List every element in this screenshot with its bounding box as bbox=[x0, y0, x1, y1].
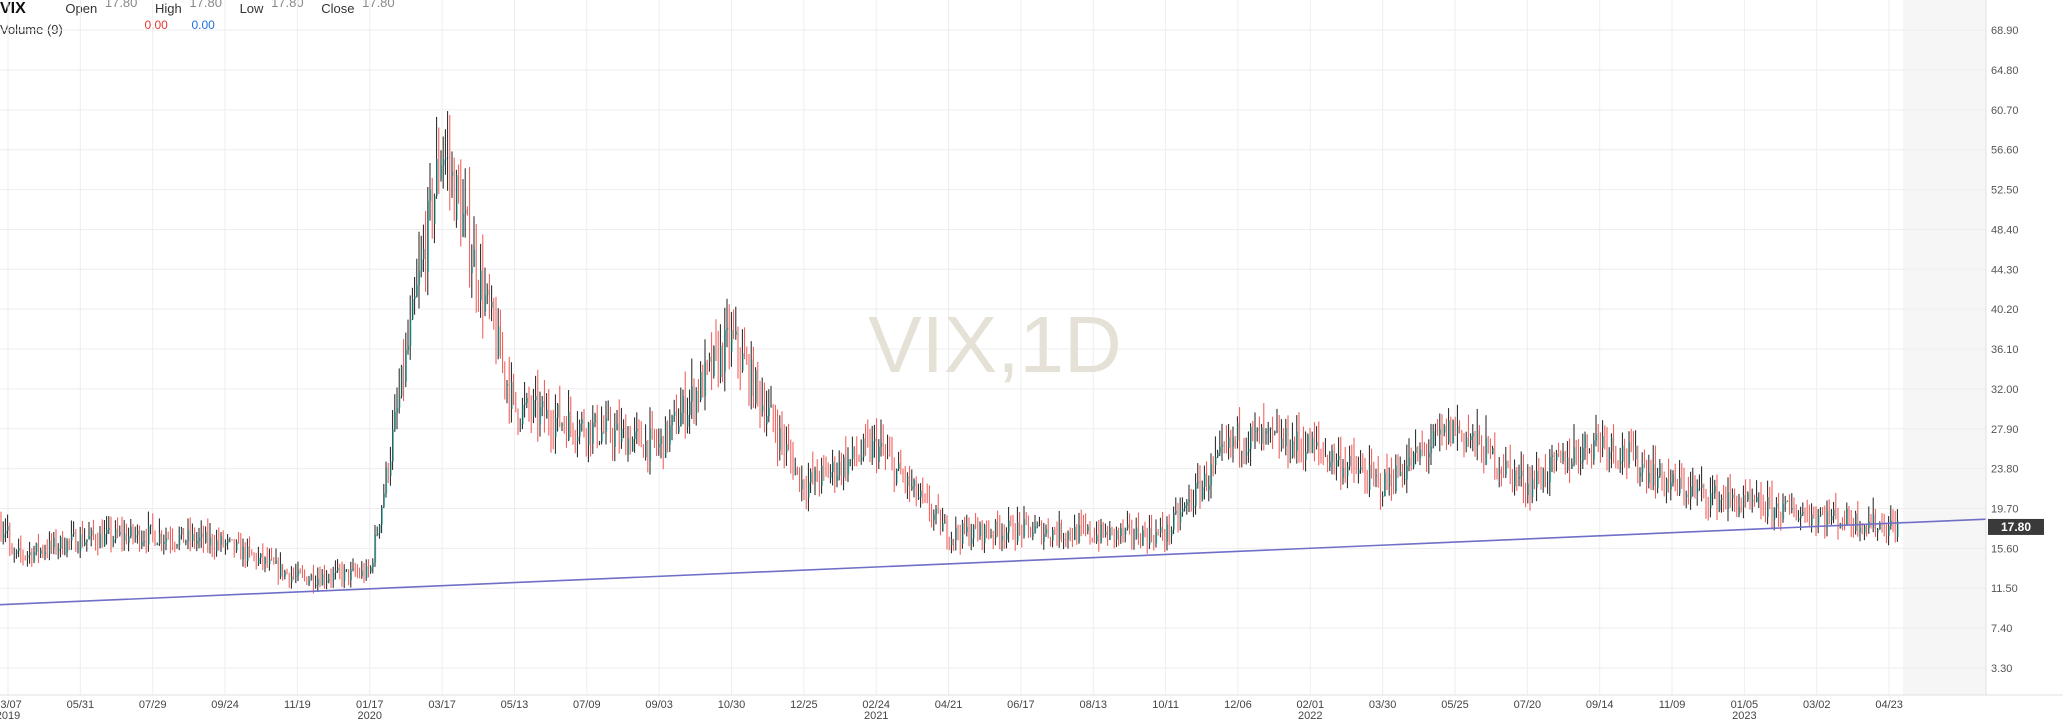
volume-label: Volume (9) bbox=[0, 22, 63, 37]
y-tick-label: 27.90 bbox=[1991, 424, 2019, 436]
x-tick-year: 2023 bbox=[1732, 710, 1756, 722]
x-tick-label: 03/02 bbox=[1803, 699, 1831, 711]
last-price-badge: 17.80 bbox=[1988, 518, 2044, 535]
volume-legend: Volume (9) 0.00 0.00 bbox=[0, 18, 235, 37]
x-tick-label: 03/07 bbox=[0, 699, 22, 711]
y-tick-label: 56.60 bbox=[1991, 145, 2019, 157]
x-tick-label: 08/13 bbox=[1079, 699, 1107, 711]
open-label: Open bbox=[65, 1, 98, 16]
watermark: VIX,1D bbox=[868, 300, 1121, 389]
y-axis: 3.30 7.40 11.50 15.60 19.70 23.80 27.90 32.00 36… bbox=[1985, 0, 2019, 695]
y-tick-label: 23.80 bbox=[1991, 464, 2019, 476]
y-tick-label: 3.30 bbox=[1991, 663, 2012, 675]
y-tick-label: 48.40 bbox=[1991, 224, 2019, 236]
x-tick-label: 01/05 bbox=[1731, 699, 1759, 711]
x-tick-label: 05/13 bbox=[501, 699, 529, 711]
last-price-badge-bg bbox=[1988, 518, 2044, 535]
grid bbox=[0, 0, 1986, 695]
x-tick-label: 07/20 bbox=[1514, 699, 1542, 711]
x-tick-year: 2020 bbox=[358, 710, 382, 722]
x-tick-label: 06/17 bbox=[1007, 699, 1035, 711]
x-tick-label: 07/09 bbox=[573, 699, 601, 711]
y-tick-label: 52.50 bbox=[1991, 185, 2019, 197]
close-value: 17.80 bbox=[362, 0, 395, 10]
trendline[interactable] bbox=[0, 518, 1987, 606]
x-tick-label: 10/11 bbox=[1152, 699, 1179, 711]
high-label: High bbox=[155, 1, 182, 16]
x-tick-year: 2019 bbox=[0, 710, 20, 722]
candles bbox=[0, 111, 1899, 594]
y-tick-label: 60.70 bbox=[1991, 105, 2019, 117]
future-area bbox=[1903, 0, 1986, 695]
y-tick-label: 68.90 bbox=[1991, 25, 2019, 37]
x-tick-label: 04/23 bbox=[1875, 699, 1903, 711]
x-tick-year: 2021 bbox=[864, 710, 888, 722]
x-tick-label: 07/29 bbox=[139, 699, 167, 711]
x-tick-label: 12/25 bbox=[790, 699, 818, 711]
x-tick-label: 03/30 bbox=[1369, 699, 1397, 711]
y-tick-label: 36.10 bbox=[1991, 344, 2019, 356]
x-tick-label: 05/25 bbox=[1441, 699, 1469, 711]
ohlc-legend: VIX Open 17.80 High 17.80 Low 17.80 Clos… bbox=[0, 0, 409, 18]
low-value: 17.80 bbox=[271, 0, 304, 10]
symbol-label: VIX bbox=[0, 0, 26, 17]
x-tick-label: 12/06 bbox=[1224, 699, 1252, 711]
y-tick-label: 44.30 bbox=[1991, 264, 2019, 276]
x-tick-label: 02/24 bbox=[862, 699, 890, 711]
y-tick-label: 11.50 bbox=[1991, 583, 2018, 595]
y-tick-label: 40.20 bbox=[1991, 304, 2019, 316]
x-tick-label: 04/21 bbox=[935, 699, 963, 711]
x-tick-year: 2022 bbox=[1298, 710, 1322, 722]
x-tick-label: 03/17 bbox=[428, 699, 456, 711]
x-tick-label: 09/03 bbox=[645, 699, 673, 711]
low-label: Low bbox=[239, 1, 264, 16]
high-value: 17.80 bbox=[189, 0, 222, 10]
x-tick-label: 10/30 bbox=[718, 699, 746, 711]
x-tick-label: 01/17 bbox=[356, 699, 384, 711]
x-tick-label: 02/01 bbox=[1297, 699, 1325, 711]
close-label: Close bbox=[321, 1, 355, 16]
y-tick-label: 64.80 bbox=[1991, 65, 2019, 77]
x-tick-label: 05/31 bbox=[67, 699, 95, 711]
volume-value-2: 0.00 bbox=[191, 18, 215, 32]
volume-value-1: 0.00 bbox=[144, 18, 168, 32]
x-tick-label: 11/19 bbox=[284, 699, 311, 711]
open-value: 17.80 bbox=[104, 0, 138, 10]
y-tick-label: 15.60 bbox=[1991, 543, 2019, 555]
y-tick-label: 7.40 bbox=[1991, 623, 2012, 635]
x-tick-label: 09/24 bbox=[211, 699, 239, 711]
y-tick-label: 32.00 bbox=[1991, 384, 2019, 396]
y-tick-label: 19.70 bbox=[1991, 503, 2019, 515]
x-tick-label: 11/09 bbox=[1659, 699, 1686, 711]
last-price-value: 17.80 bbox=[2001, 520, 2031, 534]
x-tick-label: 09/14 bbox=[1586, 699, 1614, 711]
